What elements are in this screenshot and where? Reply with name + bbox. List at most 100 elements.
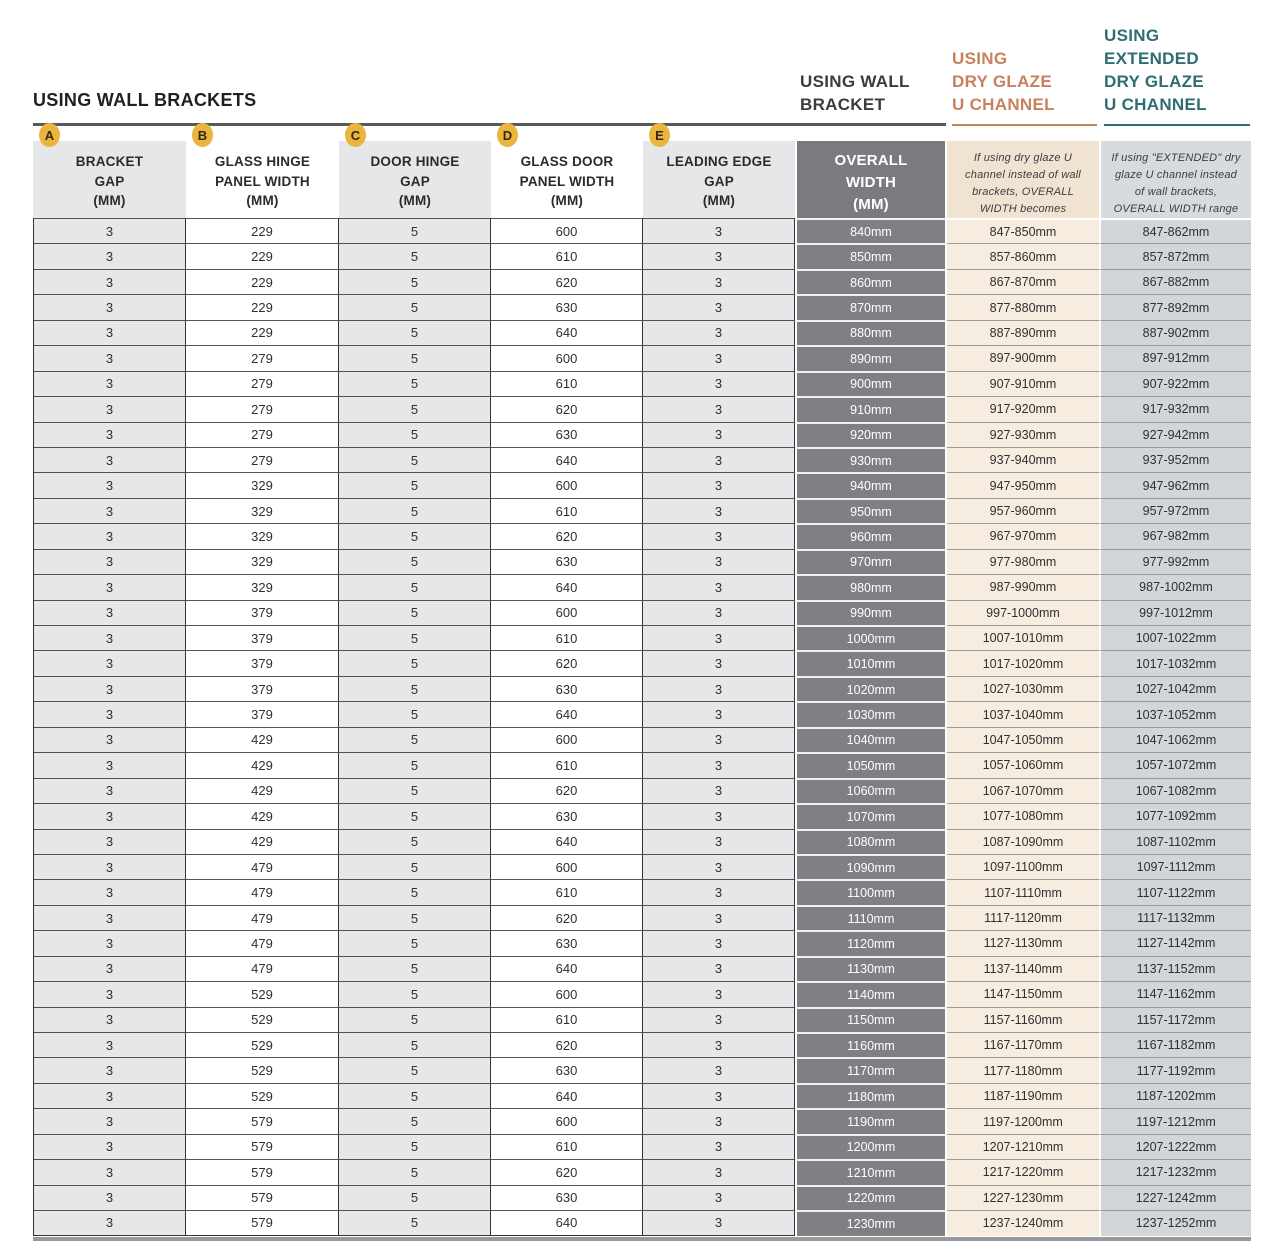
cell-glass-door-panel-width: 640 <box>491 1210 643 1236</box>
cell-extended-dry-glaze-width: 1177-1192mm <box>1099 1057 1251 1083</box>
cell-door-hinge-gap: 5 <box>339 497 491 524</box>
cell-bracket-gap: 3 <box>33 243 186 269</box>
cell-dry-glaze-width: 877-880mm <box>947 294 1099 320</box>
cell-door-hinge-gap: 5 <box>339 599 491 625</box>
cell-glass-hinge-panel-width: 329 <box>186 574 339 600</box>
table-row: 3 479 5 630 3 1120mm 1127-1130mm 1127-1142mm <box>33 930 1251 956</box>
cell-leading-edge-gap: 3 <box>643 955 795 982</box>
cell-glass-hinge-panel-width: 579 <box>186 1133 339 1160</box>
cell-door-hinge-gap: 5 <box>339 345 491 371</box>
cell-leading-edge-gap: 3 <box>643 396 795 422</box>
cell-dry-glaze-width: 927-930mm <box>947 421 1099 447</box>
table-row: 3 279 5 620 3 910mm 917-920mm 917-932mm <box>33 396 1251 422</box>
column-header-label: BRACKET GAP (MM) <box>75 154 144 209</box>
column-header-dry-glaze-width: If using dry glaze U channel instead of … <box>947 141 1099 218</box>
table-header-row: A BRACKET GAP (MM) B GLASS HINGE PANEL W… <box>33 123 1251 232</box>
cell-overall-width: 1010mm <box>795 650 947 676</box>
cell-bracket-gap: 3 <box>33 904 186 931</box>
cell-extended-dry-glaze-width: 1227-1242mm <box>1099 1184 1251 1211</box>
cell-dry-glaze-width: 1197-1200mm <box>947 1108 1099 1134</box>
cell-glass-door-panel-width: 630 <box>491 421 643 447</box>
cell-leading-edge-gap: 3 <box>643 1057 795 1083</box>
column-header-label: DOOR HINGE GAP (MM) <box>370 154 460 209</box>
cell-leading-edge-gap: 3 <box>643 1082 795 1109</box>
column-header-label: OVERALL WIDTH (MM) <box>834 152 908 213</box>
cell-extended-dry-glaze-width: 877-892mm <box>1099 294 1251 320</box>
table-row: 3 229 5 600 3 840mm 847-850mm 847-862mm <box>33 218 1251 244</box>
table-row: 3 529 5 600 3 1140mm 1147-1150mm 1147-1162mm <box>33 981 1251 1007</box>
table-row: 3 479 5 640 3 1130mm 1137-1140mm 1137-1152mm <box>33 955 1251 982</box>
cell-bracket-gap: 3 <box>33 650 186 676</box>
cell-extended-dry-glaze-width: 1107-1122mm <box>1099 879 1251 905</box>
cell-glass-door-panel-width: 630 <box>491 548 643 575</box>
cell-glass-door-panel-width: 620 <box>491 396 643 422</box>
cell-glass-door-panel-width: 630 <box>491 675 643 702</box>
cell-bracket-gap: 3 <box>33 319 186 346</box>
cell-bracket-gap: 3 <box>33 472 186 498</box>
cell-extended-dry-glaze-width: 1007-1022mm <box>1099 625 1251 651</box>
cell-dry-glaze-width: 1047-1050mm <box>947 726 1099 753</box>
cell-extended-dry-glaze-width: 1207-1222mm <box>1099 1133 1251 1160</box>
table-row: 3 279 5 630 3 920mm 927-930mm 927-942mm <box>33 421 1251 447</box>
table-row: 3 329 5 640 3 980mm 987-990mm 987-1002mm <box>33 574 1251 600</box>
cell-glass-door-panel-width: 600 <box>491 599 643 625</box>
cell-extended-dry-glaze-width: 1067-1082mm <box>1099 777 1251 804</box>
cell-extended-dry-glaze-width: 897-912mm <box>1099 345 1251 371</box>
cell-door-hinge-gap: 5 <box>339 218 491 244</box>
cell-extended-dry-glaze-width: 887-902mm <box>1099 319 1251 346</box>
cell-glass-door-panel-width: 640 <box>491 574 643 600</box>
cell-extended-dry-glaze-width: 1157-1172mm <box>1099 1006 1251 1032</box>
table-row: 3 279 5 640 3 930mm 937-940mm 937-952mm <box>33 446 1251 473</box>
cell-dry-glaze-width: 1237-1240mm <box>947 1210 1099 1236</box>
cell-extended-dry-glaze-width: 1097-1112mm <box>1099 853 1251 880</box>
table-row: 3 379 5 640 3 1030mm 1037-1040mm 1037-1052mm <box>33 701 1251 727</box>
cell-glass-hinge-panel-width: 379 <box>186 701 339 727</box>
cell-overall-width: 1180mm <box>795 1082 947 1109</box>
column-header-label: If using dry glaze U channel instead of … <box>965 152 1081 216</box>
table-row: 3 529 5 620 3 1160mm 1167-1170mm 1167-1182mm <box>33 1032 1251 1058</box>
cell-overall-width: 1060mm <box>795 777 947 804</box>
cell-bracket-gap: 3 <box>33 777 186 804</box>
cell-glass-hinge-panel-width: 429 <box>186 777 339 804</box>
section-heading-using-wall-bracket: USING WALL BRACKET <box>800 72 910 114</box>
cell-extended-dry-glaze-width: 917-932mm <box>1099 396 1251 422</box>
cell-dry-glaze-width: 957-960mm <box>947 497 1099 524</box>
table-row: 3 529 5 610 3 1150mm 1157-1160mm 1157-1172mm <box>33 1006 1251 1032</box>
cell-glass-hinge-panel-width: 229 <box>186 294 339 320</box>
cell-glass-hinge-panel-width: 329 <box>186 548 339 575</box>
cell-extended-dry-glaze-width: 1147-1162mm <box>1099 981 1251 1007</box>
cell-glass-hinge-panel-width: 529 <box>186 1032 339 1058</box>
cell-glass-hinge-panel-width: 429 <box>186 803 339 829</box>
cell-extended-dry-glaze-width: 1217-1232mm <box>1099 1159 1251 1185</box>
cell-glass-door-panel-width: 600 <box>491 472 643 498</box>
cell-leading-edge-gap: 3 <box>643 803 795 829</box>
cell-glass-hinge-panel-width: 479 <box>186 930 339 956</box>
divider-dry-glaze <box>952 124 1097 126</box>
table-row: 3 579 5 630 3 1220mm 1227-1230mm 1227-1242mm <box>33 1184 1251 1211</box>
cell-door-hinge-gap: 5 <box>339 828 491 854</box>
badge-d-icon: D <box>497 123 518 147</box>
cell-glass-hinge-panel-width: 429 <box>186 828 339 854</box>
cell-leading-edge-gap: 3 <box>643 497 795 524</box>
table-row: 3 579 5 610 3 1200mm 1207-1210mm 1207-1222mm <box>33 1133 1251 1160</box>
cell-glass-door-panel-width: 620 <box>491 777 643 804</box>
cell-overall-width: 1160mm <box>795 1032 947 1058</box>
cell-bracket-gap: 3 <box>33 1184 186 1211</box>
cell-dry-glaze-width: 967-970mm <box>947 523 1099 549</box>
cell-dry-glaze-width: 887-890mm <box>947 319 1099 346</box>
table-row: 3 229 5 640 3 880mm 887-890mm 887-902mm <box>33 319 1251 346</box>
table-row: 3 379 5 600 3 990mm 997-1000mm 997-1012mm <box>33 599 1251 625</box>
cell-leading-edge-gap: 3 <box>643 243 795 269</box>
cell-leading-edge-gap: 3 <box>643 1159 795 1185</box>
cell-glass-hinge-panel-width: 329 <box>186 472 339 498</box>
table-row: 3 379 5 610 3 1000mm 1007-1010mm 1007-1022mm <box>33 625 1251 651</box>
cell-overall-width: 1020mm <box>795 675 947 702</box>
cell-leading-edge-gap: 3 <box>643 218 795 244</box>
cell-dry-glaze-width: 897-900mm <box>947 345 1099 371</box>
cell-glass-hinge-panel-width: 579 <box>186 1159 339 1185</box>
cell-glass-door-panel-width: 610 <box>491 370 643 397</box>
cell-dry-glaze-width: 1037-1040mm <box>947 701 1099 727</box>
cell-glass-hinge-panel-width: 479 <box>186 955 339 982</box>
column-header-bracket-gap: A BRACKET GAP (MM) <box>33 123 186 218</box>
cell-leading-edge-gap: 3 <box>643 879 795 905</box>
